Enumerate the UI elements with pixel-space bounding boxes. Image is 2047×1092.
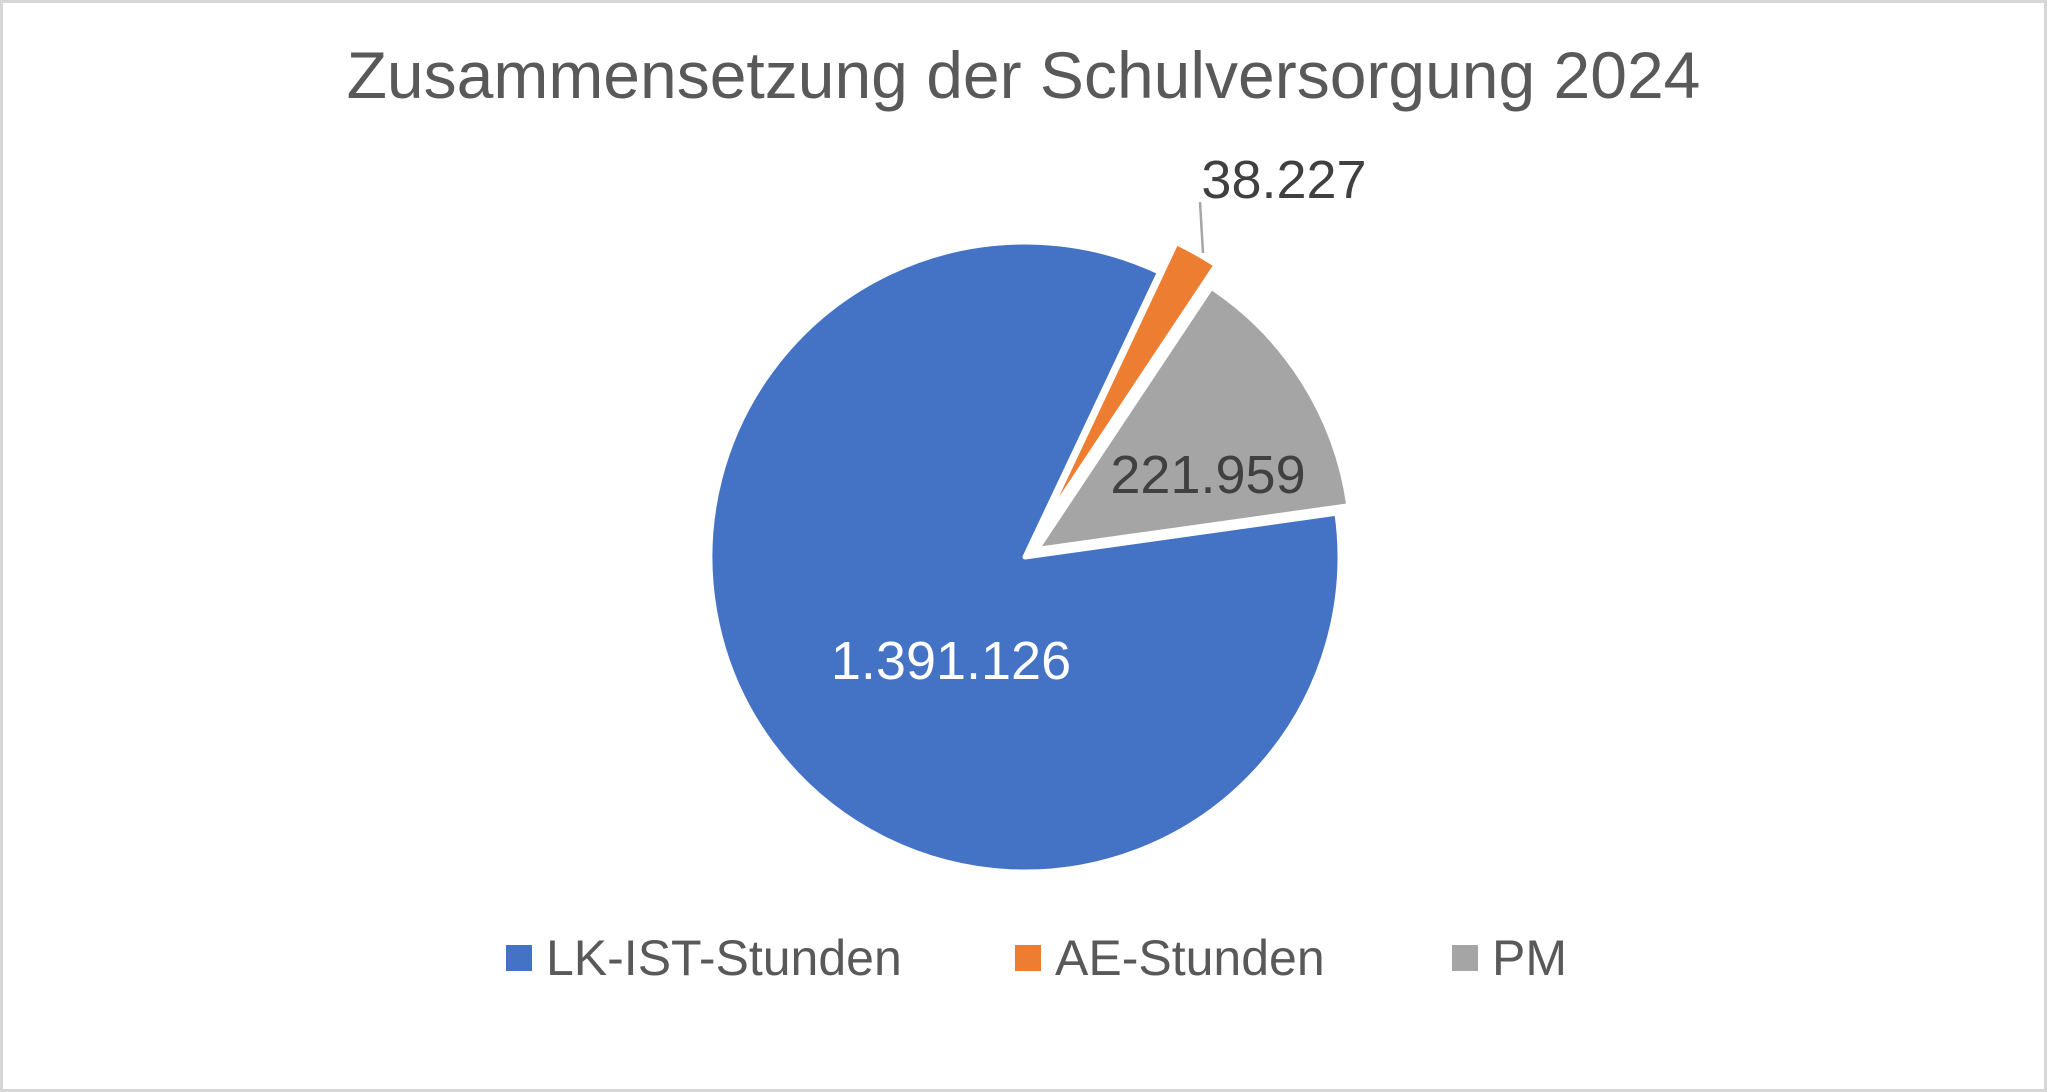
pie-slice-lk-ist-stunden[interactable] xyxy=(707,239,1343,875)
legend-swatch-pm-icon xyxy=(1452,945,1478,971)
leader-line xyxy=(1198,201,1205,254)
pie-slice-ae-stunden[interactable] xyxy=(1039,240,1219,530)
data-label-pm: 221.959 xyxy=(1110,445,1306,505)
legend: LK-IST-Stunden AE-Stunden PM xyxy=(3,3,2044,1089)
legend-label-ae-stunden: AE-Stunden xyxy=(1055,930,1325,986)
legend-label-lk-ist-stunden: LK-IST-Stunden xyxy=(546,930,902,986)
legend-item-pm[interactable]: PM xyxy=(1452,929,1567,987)
legend-item-ae-stunden[interactable]: AE-Stunden xyxy=(1015,929,1325,987)
legend-item-lk-ist-stunden[interactable]: LK-IST-Stunden xyxy=(506,929,902,987)
chart-title: Zusammensetzung der Schulversorgung 2024 xyxy=(346,38,1701,112)
data-label-lk-ist-stunden: 1.391.126 xyxy=(830,631,1072,691)
pie-chart xyxy=(707,201,1352,875)
pie-slice-pm[interactable] xyxy=(1034,284,1352,552)
data-label-ae-stunden: 38.227 xyxy=(1201,150,1367,210)
legend-swatch-ae-stunden-icon xyxy=(1015,945,1041,971)
legend-swatch-lk-ist-stunden-icon xyxy=(506,945,532,971)
legend-label-pm: PM xyxy=(1492,930,1567,986)
